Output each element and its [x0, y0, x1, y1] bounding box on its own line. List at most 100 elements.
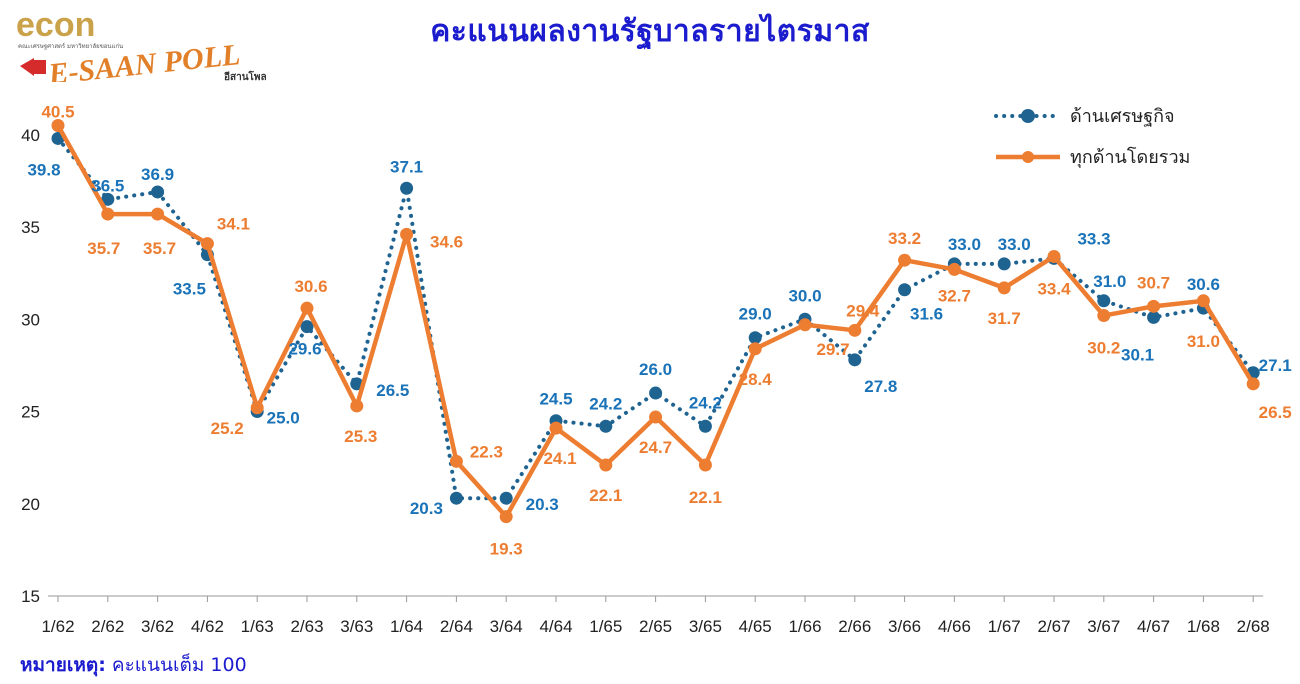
overall-value-label: 31.0: [1187, 332, 1220, 351]
overall-value-label: 30.7: [1137, 273, 1170, 292]
economy-point: [499, 491, 513, 505]
economy-value-label: 37.1: [390, 157, 423, 176]
economy-value-label: 36.9: [141, 165, 174, 184]
y-tick-label: 40: [21, 126, 40, 145]
data-labels: 39.8 36.5 36.9 33.5 25.0 29.6 26.5 37.1 20.3 20.3…: [27, 103, 1291, 559]
overall-point: [848, 323, 862, 337]
overall-value-label: 30.2: [1087, 339, 1120, 358]
y-tick-label: 25: [21, 403, 40, 422]
overall-value-label: 22.1: [589, 486, 622, 505]
y-tick-label: 30: [21, 310, 40, 329]
overall-value-label: 24.1: [543, 449, 576, 468]
economy-value-label: 33.0: [948, 235, 981, 254]
x-tick-label: 1/68: [1187, 617, 1220, 636]
economy-point: [1097, 294, 1111, 308]
overall-point: [698, 458, 712, 472]
chart-legend: ด้านเศรษฐกิจ ทุกด้านโดยรวม: [994, 106, 1190, 168]
overall-point: [649, 410, 663, 424]
overall-point: [1196, 294, 1210, 308]
overall-value-label: 29.7: [816, 340, 849, 359]
x-tick-label: 1/67: [988, 617, 1021, 636]
x-tick-label: 4/65: [739, 617, 772, 636]
overall-point: [798, 318, 812, 332]
legend-economy-marker: [1021, 109, 1035, 123]
overall-point: [200, 237, 214, 251]
economy-value-label: 25.0: [267, 409, 300, 428]
overall-value-label: 29.4: [846, 301, 880, 320]
x-tick-label: 3/62: [141, 617, 174, 636]
overall-point: [101, 207, 115, 221]
chart-axes: 15 20 25 30 35 40 1/62 2/62 3/62 4/62 1/63 2/63 3/63…: [21, 126, 1270, 636]
economy-value-label: 29.0: [739, 305, 772, 324]
x-tick-label: 2/68: [1237, 617, 1270, 636]
svg-text:คณะเศรษฐศาสตร์ มหาวิทยาลัยขอนแ: คณะเศรษฐศาสตร์ มหาวิทยาลัยขอนแก่น: [18, 42, 123, 50]
economy-point: [1147, 310, 1161, 324]
legend-overall-label: ทุกด้านโดยรวม: [1070, 146, 1190, 168]
x-tick-label: 4/62: [191, 617, 224, 636]
economy-point: [151, 185, 165, 199]
overall-point: [151, 207, 165, 221]
x-tick-label: 2/62: [91, 617, 124, 636]
economy-value-label: 33.5: [173, 280, 206, 299]
overall-value-label: 33.4: [1037, 280, 1071, 299]
chart-title: คะแนนผลงานรัฐบาลรายไตรมาส: [430, 14, 870, 49]
x-tick-label: 3/66: [888, 617, 921, 636]
overall-point: [549, 421, 563, 435]
x-tick-label: 3/65: [689, 617, 722, 636]
overall-value-label: 28.4: [739, 370, 773, 389]
overall-point: [300, 301, 314, 315]
economy-value-label: 24.5: [539, 390, 572, 409]
footnote: หมายเหตุ: คะแนนเต็ม 100: [20, 650, 247, 680]
svg-text:econ: econ: [16, 8, 95, 44]
overall-value-label: 26.5: [1259, 403, 1292, 422]
overall-point: [748, 342, 762, 356]
overall-point: [1246, 377, 1260, 391]
overall-value-label: 32.7: [938, 286, 971, 305]
x-tick-label: 2/64: [440, 617, 473, 636]
y-tick-label: 20: [21, 495, 40, 514]
overall-value-label: 33.2: [888, 229, 921, 248]
economy-value-label: 27.1: [1259, 356, 1292, 375]
overall-value-label: 19.3: [490, 540, 523, 559]
series-overall: [51, 119, 1260, 524]
economy-point: [400, 181, 414, 195]
x-tick-label: 1/66: [788, 617, 821, 636]
economy-value-label: 26.0: [639, 360, 672, 379]
x-tick-label: 2/63: [290, 617, 323, 636]
overall-point: [250, 401, 264, 415]
overall-value-label: 34.6: [430, 232, 463, 251]
overall-line: [56, 124, 1256, 519]
x-tick-label: 4/64: [539, 617, 572, 636]
legend-overall-marker: [1022, 151, 1034, 163]
economy-point: [300, 320, 314, 334]
overall-point: [947, 262, 961, 276]
overall-value-label: 35.7: [87, 239, 120, 258]
overall-point: [1047, 250, 1061, 264]
economy-point: [449, 491, 463, 505]
footnote-label: หมายเหตุ:: [20, 654, 106, 676]
economy-value-label: 33.0: [998, 235, 1031, 254]
x-tick-label: 4/66: [938, 617, 971, 636]
overall-value-label: 24.7: [639, 438, 672, 457]
x-tick-label: 1/65: [589, 617, 622, 636]
economy-value-label: 24.2: [689, 393, 722, 412]
y-tick-label: 15: [21, 587, 40, 606]
economy-value-label: 30.6: [1187, 275, 1220, 294]
economy-point: [898, 283, 912, 297]
overall-value-label: 22.1: [689, 488, 722, 507]
economy-value-label: 31.6: [910, 305, 943, 324]
overall-point: [599, 458, 613, 472]
overall-point: [1147, 299, 1161, 313]
economy-point: [649, 386, 663, 400]
economy-point: [748, 331, 762, 345]
economy-point: [848, 353, 862, 367]
footnote-text: คะแนนเต็ม 100: [111, 654, 247, 676]
x-tick-label: 3/64: [490, 617, 523, 636]
overall-value-label: 35.7: [143, 239, 176, 258]
y-tick-label: 35: [21, 218, 40, 237]
overall-point: [51, 119, 65, 133]
x-tick-label: 3/67: [1087, 617, 1120, 636]
overall-value-label: 25.2: [211, 419, 244, 438]
economy-point: [997, 257, 1011, 271]
x-tick-label: 1/62: [41, 617, 74, 636]
